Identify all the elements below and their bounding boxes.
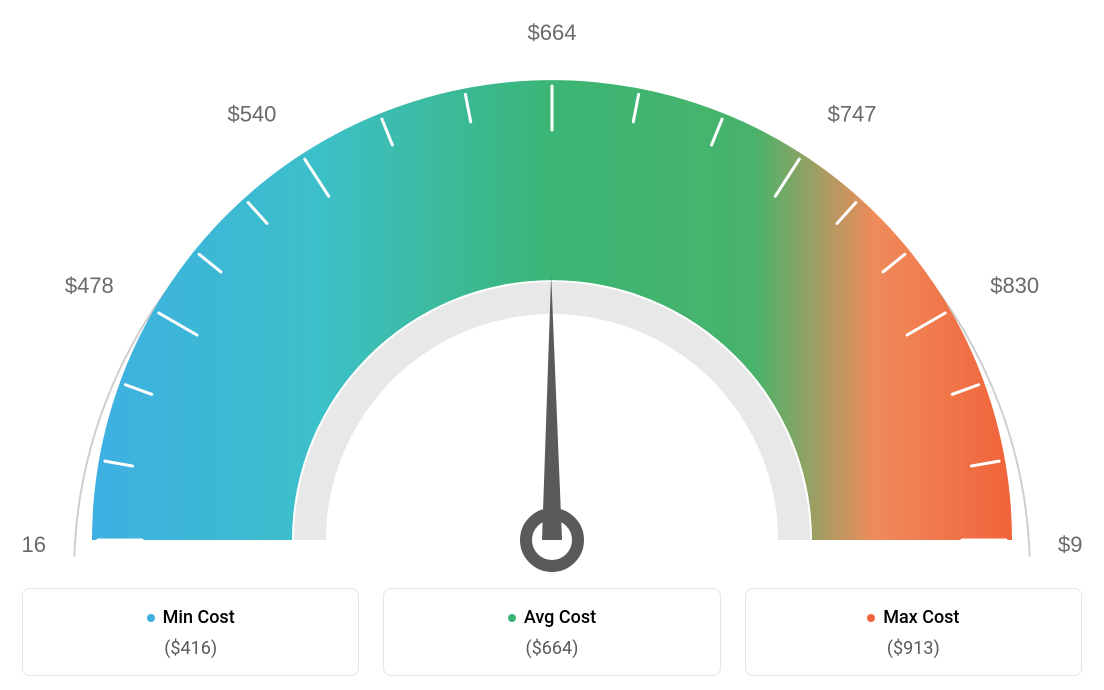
legend-label-min-text: Min Cost [163,607,235,628]
legend-dot-max [867,614,875,622]
svg-text:$416: $416 [22,532,46,557]
svg-text:$747: $747 [828,101,877,126]
svg-text:$830: $830 [990,273,1039,298]
gauge-svg: $416 $478 $540 $664 $747 $830 $913 [22,20,1082,580]
legend-dot-min [147,614,155,622]
legend-value-max: ($913) [746,638,1081,659]
legend-value-min: ($416) [23,638,358,659]
svg-text:$540: $540 [227,101,276,126]
legend-value-avg: ($664) [384,638,719,659]
legend-label-max-text: Max Cost [883,607,959,628]
legend-card-min: Min Cost ($416) [22,588,359,676]
legend-dot-avg [508,614,516,622]
cost-gauge-chart: $416 $478 $540 $664 $747 $830 $913 [22,20,1082,580]
legend-label-max: Max Cost [746,607,1081,628]
legend-label-avg: Avg Cost [384,607,719,628]
svg-text:$913: $913 [1058,532,1082,557]
legend-row: Min Cost ($416) Avg Cost ($664) Max Cost… [22,588,1082,676]
legend-label-min: Min Cost [23,607,358,628]
svg-text:$478: $478 [65,273,114,298]
legend-label-avg-text: Avg Cost [524,607,596,628]
legend-card-max: Max Cost ($913) [745,588,1082,676]
svg-text:$664: $664 [528,20,577,45]
legend-card-avg: Avg Cost ($664) [383,588,720,676]
